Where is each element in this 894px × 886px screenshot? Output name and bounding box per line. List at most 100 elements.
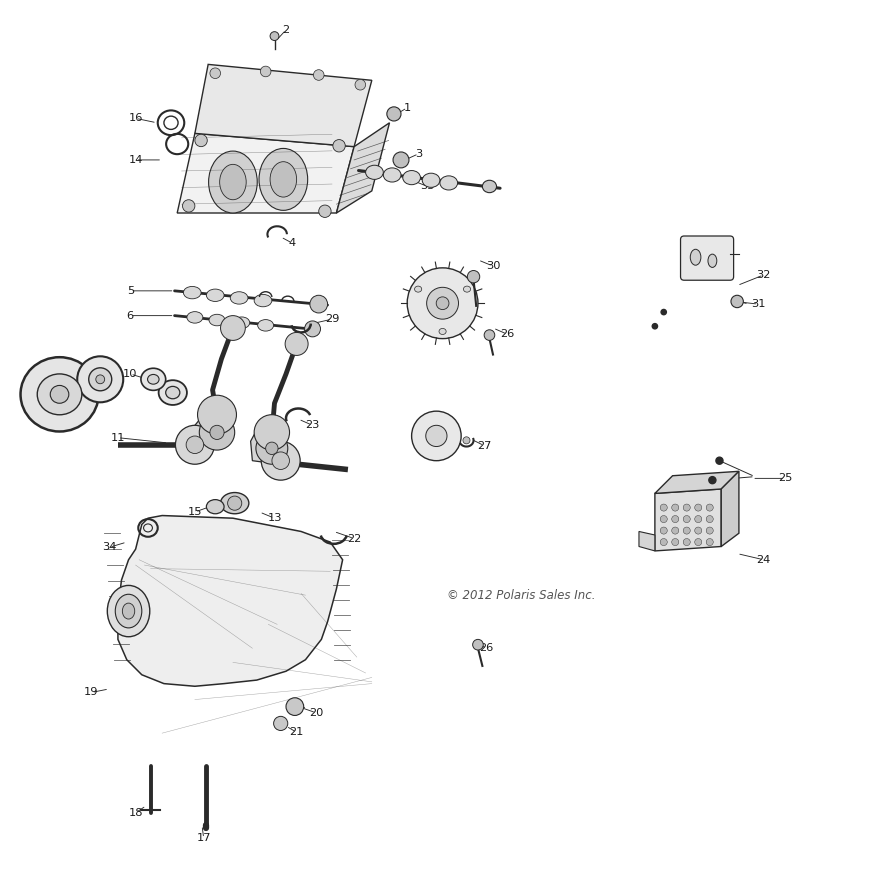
Text: 17: 17 xyxy=(197,834,211,843)
Polygon shape xyxy=(195,412,226,454)
Circle shape xyxy=(270,32,279,41)
Ellipse shape xyxy=(439,329,446,335)
Circle shape xyxy=(182,199,195,212)
Circle shape xyxy=(463,437,470,444)
Polygon shape xyxy=(195,65,372,147)
Circle shape xyxy=(305,321,321,337)
Circle shape xyxy=(671,504,679,511)
Ellipse shape xyxy=(415,286,422,292)
Text: 7: 7 xyxy=(37,389,44,400)
Ellipse shape xyxy=(259,149,308,210)
Polygon shape xyxy=(250,425,283,462)
Circle shape xyxy=(661,309,666,315)
Ellipse shape xyxy=(483,180,496,192)
Ellipse shape xyxy=(234,317,249,329)
Circle shape xyxy=(228,496,241,510)
Text: 15: 15 xyxy=(188,507,202,517)
Ellipse shape xyxy=(141,369,165,391)
Circle shape xyxy=(393,152,409,167)
Circle shape xyxy=(485,330,494,340)
Circle shape xyxy=(683,504,690,511)
Circle shape xyxy=(660,527,667,534)
Circle shape xyxy=(660,516,667,523)
Circle shape xyxy=(695,516,702,523)
Text: 23: 23 xyxy=(306,420,320,431)
Polygon shape xyxy=(336,123,390,213)
Ellipse shape xyxy=(220,164,246,199)
Circle shape xyxy=(660,504,667,511)
Ellipse shape xyxy=(207,289,224,301)
Text: 31: 31 xyxy=(751,299,765,309)
Circle shape xyxy=(706,527,713,534)
Circle shape xyxy=(695,539,702,546)
Text: 11: 11 xyxy=(111,432,125,443)
Ellipse shape xyxy=(422,173,440,187)
Text: 22: 22 xyxy=(347,533,361,543)
Circle shape xyxy=(186,436,204,454)
Circle shape xyxy=(285,332,308,355)
Text: 26: 26 xyxy=(480,643,493,653)
Ellipse shape xyxy=(115,595,142,628)
Ellipse shape xyxy=(366,165,384,179)
Circle shape xyxy=(695,527,702,534)
Ellipse shape xyxy=(38,374,82,415)
Text: 13: 13 xyxy=(267,513,282,524)
Circle shape xyxy=(274,717,288,730)
Polygon shape xyxy=(655,471,739,494)
Circle shape xyxy=(221,315,245,340)
Text: 6: 6 xyxy=(127,311,134,321)
Text: 29: 29 xyxy=(325,315,339,324)
Ellipse shape xyxy=(403,170,420,184)
Ellipse shape xyxy=(384,167,401,182)
Ellipse shape xyxy=(183,286,201,299)
Text: 16: 16 xyxy=(129,113,143,123)
Circle shape xyxy=(210,425,224,439)
Circle shape xyxy=(706,516,713,523)
Circle shape xyxy=(286,698,304,716)
Text: 10: 10 xyxy=(123,369,138,379)
Circle shape xyxy=(683,527,690,534)
Ellipse shape xyxy=(254,294,272,307)
Text: 3: 3 xyxy=(415,149,422,159)
Text: 5: 5 xyxy=(127,286,134,296)
Circle shape xyxy=(683,539,690,546)
Text: 12: 12 xyxy=(208,504,223,515)
Polygon shape xyxy=(655,489,721,551)
Circle shape xyxy=(407,268,478,338)
Text: 4: 4 xyxy=(289,238,296,248)
Ellipse shape xyxy=(148,375,159,385)
Circle shape xyxy=(96,375,105,384)
Text: 34: 34 xyxy=(102,542,116,552)
Circle shape xyxy=(254,415,290,450)
Circle shape xyxy=(333,140,345,152)
Text: 20: 20 xyxy=(309,708,324,718)
Circle shape xyxy=(426,425,447,447)
Circle shape xyxy=(706,504,713,511)
Circle shape xyxy=(671,527,679,534)
Ellipse shape xyxy=(257,320,274,331)
Circle shape xyxy=(473,640,484,650)
Text: 21: 21 xyxy=(290,727,304,737)
Circle shape xyxy=(706,539,713,546)
Ellipse shape xyxy=(440,175,458,190)
Circle shape xyxy=(709,477,716,484)
Circle shape xyxy=(436,297,449,309)
Circle shape xyxy=(89,368,112,391)
Ellipse shape xyxy=(270,161,297,197)
Circle shape xyxy=(426,287,459,319)
Circle shape xyxy=(266,442,278,455)
Circle shape xyxy=(261,441,300,480)
Text: 19: 19 xyxy=(84,688,98,697)
Ellipse shape xyxy=(221,493,249,514)
Polygon shape xyxy=(177,134,354,213)
Circle shape xyxy=(716,457,723,464)
Ellipse shape xyxy=(209,315,225,326)
FancyBboxPatch shape xyxy=(680,236,734,280)
Circle shape xyxy=(355,80,366,90)
Text: 32: 32 xyxy=(756,270,771,280)
Circle shape xyxy=(671,539,679,546)
Circle shape xyxy=(468,270,480,283)
Circle shape xyxy=(660,539,667,546)
Ellipse shape xyxy=(158,380,187,405)
Circle shape xyxy=(387,107,401,121)
